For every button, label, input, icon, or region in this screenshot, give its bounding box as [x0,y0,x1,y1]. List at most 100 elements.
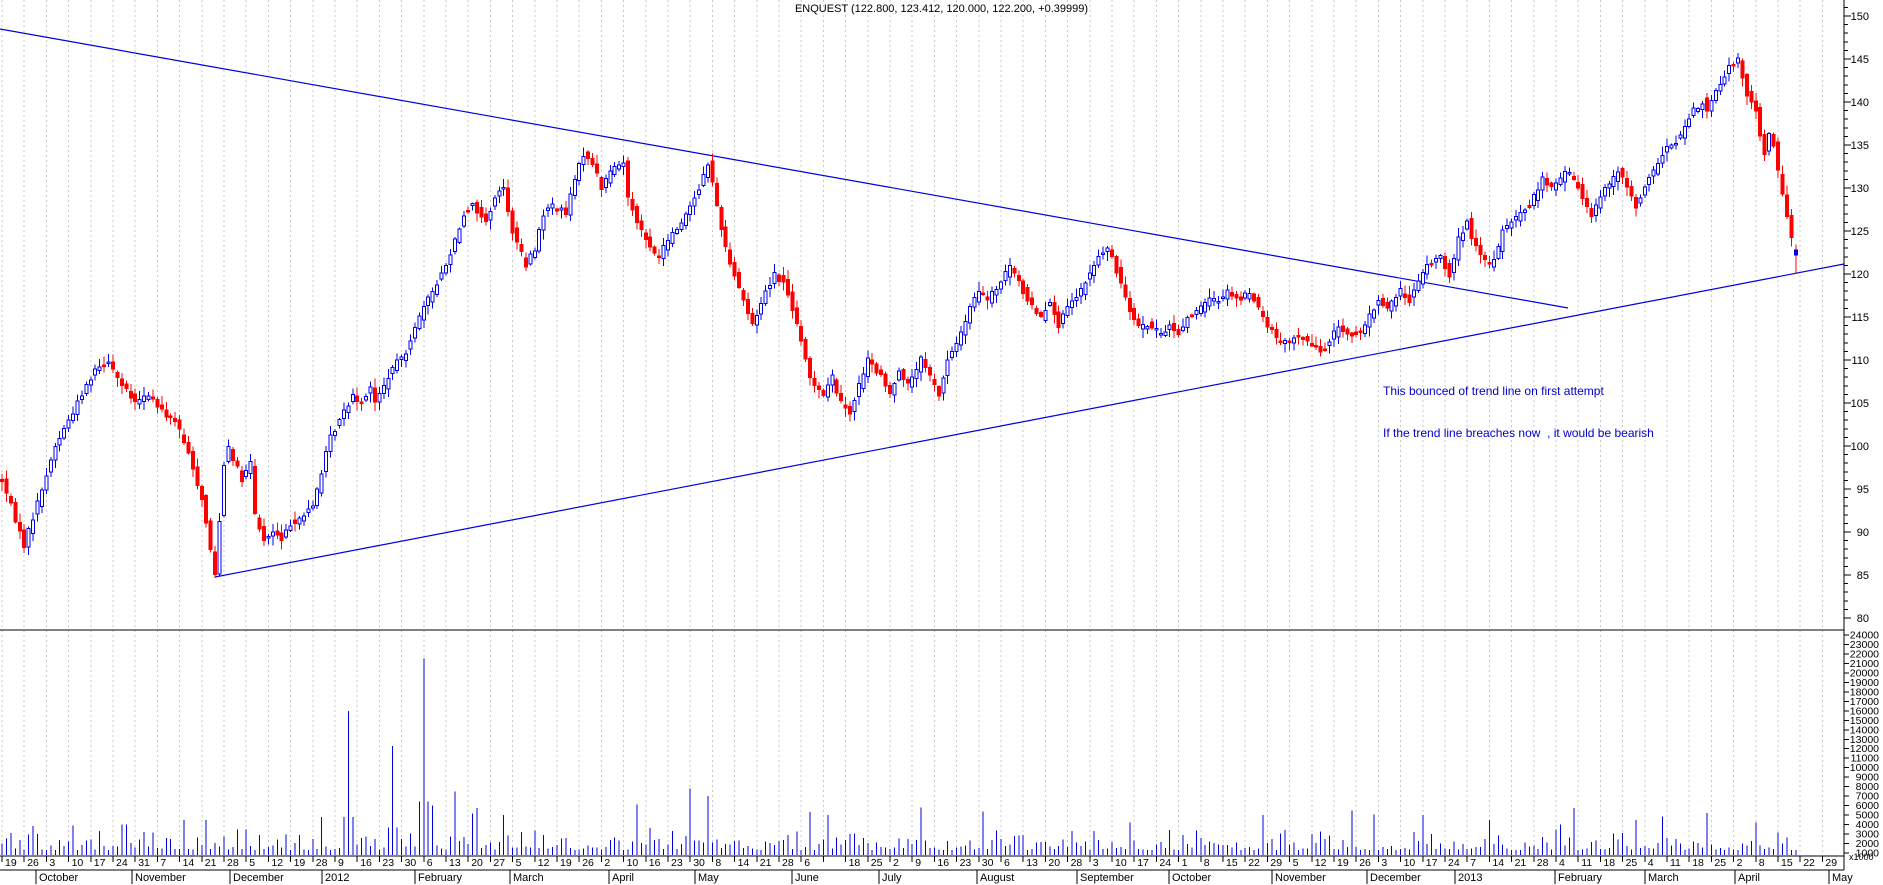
candle-up [1105,247,1110,252]
candle-up [1007,265,1012,278]
candle-up [1332,330,1336,340]
volume-tick-label: 10000 [1850,762,1879,774]
day-tick-label: 13 [1026,857,1038,869]
day-tick-label: 21 [205,857,217,869]
price-tick-label: 135 [1851,140,1869,152]
candle-up [1398,287,1403,297]
candle-down [1784,194,1789,218]
candle-up [1043,309,1048,321]
candle-down [634,206,639,223]
candle-down [1429,262,1434,266]
candle-up [1607,183,1612,189]
day-tick-label: 25 [871,857,883,869]
candle-up [328,434,333,452]
candle-down [1358,330,1363,333]
candle-down [235,460,240,467]
candle-up [1678,134,1683,139]
candle-up [1083,282,1088,295]
candle-up [448,254,453,265]
candle-up [617,164,622,170]
candle-up [1647,176,1652,186]
price-tick-label: 150 [1851,11,1869,23]
candle-up [1145,326,1150,330]
candle-up [452,238,457,252]
candle-down [1793,249,1798,256]
candle-up [501,186,506,190]
candle-up [1101,252,1106,256]
volume-multiplier-label: x1000 [1849,852,1874,862]
candle-down [1021,280,1026,294]
trend-line-ascending-support[interactable] [214,263,1845,578]
candle-up [999,281,1003,290]
candle-up [395,359,400,371]
day-tick-label: 5 [516,857,522,869]
candle-down [555,208,559,212]
candle-up [1536,189,1541,201]
day-tick-label: 28 [316,857,328,869]
candle-up [1434,257,1439,263]
day-tick-label: 24 [116,857,128,869]
day-tick-label: 8 [1204,857,1210,869]
price-tick-label: 95 [1857,484,1869,496]
candle-up [319,473,324,494]
volume-tick-label: 24000 [1850,630,1879,642]
candle-down [150,396,155,400]
candle-down [1447,262,1452,278]
volume-tick-label: 2000 [1856,838,1880,850]
day-tick-label: 30 [982,857,994,869]
candle-down [164,409,169,418]
candle-up [222,464,226,516]
candle-up [825,384,830,398]
volume-tick-label: 1000 [1856,847,1880,859]
candle-down [1318,346,1323,353]
day-tick-label: 25 [1714,857,1726,869]
volume-tick-label: 23000 [1850,639,1879,651]
candle-down [1789,215,1794,239]
trend-lines [0,28,1845,578]
day-tick-label: 16 [649,857,661,869]
candle-down [186,441,191,454]
day-tick-label: 14 [738,857,750,869]
candle-up [1505,224,1510,230]
candle-down [1056,311,1061,329]
candle-up [217,520,222,575]
candle-down [8,496,13,504]
candle-down [985,296,990,301]
day-tick-label: 2 [604,857,610,869]
candle-down [22,529,27,549]
candle-down [936,386,941,397]
candle-up [1292,337,1297,344]
month-label: April [612,872,634,884]
candle-up [248,460,253,474]
candle-up [1194,310,1199,316]
candle-down [483,213,488,222]
candle-down [1172,323,1177,332]
candle-up [608,170,613,184]
price-tick-label: 80 [1857,613,1869,625]
candle-up [1092,264,1097,277]
candle-down [1287,340,1292,343]
candle-down [1114,255,1119,274]
candle-down [1580,183,1585,199]
candle-down [1744,73,1749,97]
candle-down [239,470,244,482]
trend-line-descending-resistance[interactable] [0,28,1569,309]
month-label: June [795,872,819,884]
candle-down [1776,141,1780,171]
day-tick-label: 5 [1293,857,1299,869]
candle-up [421,305,426,321]
day-tick-label: 22 [1248,857,1260,869]
candle-up [768,284,773,289]
candle-up [1673,143,1678,146]
candle-up [1158,333,1163,336]
day-tick-label: 3 [49,857,55,869]
day-tick-label: 22 [1803,857,1815,869]
candle-up [53,446,58,461]
candle-up [1665,145,1669,153]
volume-tick-label: 21000 [1850,658,1879,670]
candle-down [1633,196,1638,209]
day-tick-label: 23 [382,857,394,869]
candle-down [1016,274,1021,281]
day-tick-label: 24 [1159,857,1171,869]
